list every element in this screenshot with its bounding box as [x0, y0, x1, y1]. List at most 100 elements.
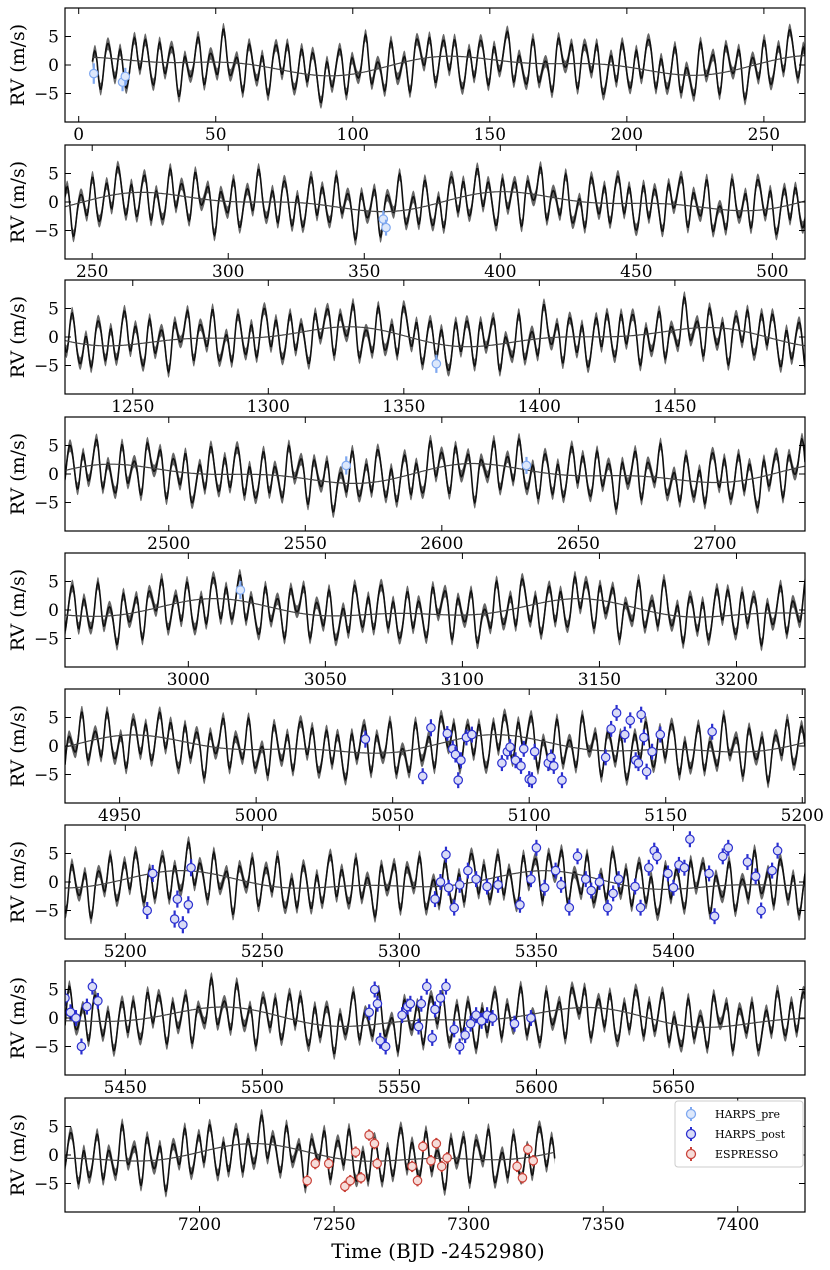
rv-point [497, 758, 507, 768]
x-tick-label: 1300 [247, 397, 290, 417]
x-axis-title: Time (BJD -2452980) [331, 1239, 544, 1263]
y-tick-label: 0 [48, 56, 59, 76]
legend-entry-harps-post: HARPS_post [685, 1127, 786, 1141]
x-tick-label: 7400 [716, 1215, 759, 1235]
trend-line [65, 191, 805, 213]
x-tick-label: 3100 [441, 670, 484, 690]
panel-5: 5 0 −5 3000 3050 3100 3150 3200 RV (m/s) [7, 552, 806, 690]
rv-point [594, 877, 605, 887]
x-tick-label: 450 [620, 262, 652, 282]
y-axis-label: RV (m/s) [7, 296, 29, 378]
rv-point [345, 1175, 356, 1186]
rv-point [531, 842, 542, 853]
rv-point [441, 981, 451, 992]
legend-label-harps-post: HARPS_post [715, 1128, 786, 1141]
rv-point [421, 981, 432, 992]
y-tick-label: −5 [34, 494, 59, 514]
rv-point [427, 1033, 438, 1043]
rv-point [443, 882, 454, 893]
y-tick-label: 0 [48, 193, 59, 213]
y-tick-label: −5 [34, 357, 59, 377]
panel-9: 5 0 −5 7200 7250 7300 7350 7400 RV (m/s) [7, 1097, 806, 1235]
legend: HARPS_pre HARPS_post ESPRESSO [674, 1100, 804, 1168]
rv-point [372, 998, 383, 1009]
plot-area [65, 831, 805, 934]
rv-point [709, 911, 720, 921]
rv-point [453, 775, 464, 785]
x-tick-label: 4950 [98, 806, 141, 826]
rv-point [639, 732, 649, 743]
rv-point [364, 1007, 375, 1018]
y-tick-label: −5 [34, 222, 59, 242]
plot-area [65, 971, 805, 1060]
rv-point [518, 744, 529, 754]
panel-3: 5 0 −5 1250 1300 1350 1400 1450 RV (m/s) [7, 279, 806, 417]
rv-point [426, 1155, 436, 1166]
y-tick-label: −5 [34, 766, 59, 786]
rv-point [704, 868, 714, 879]
y-tick-label: 5 [48, 981, 59, 1001]
rv-point [756, 905, 766, 916]
rv-point [460, 1030, 470, 1040]
x-tick-label: 350 [348, 262, 380, 282]
rv-point [685, 834, 695, 845]
x-tick-label: 5050 [371, 806, 414, 826]
model-line [91, 28, 805, 104]
x-tick-label: 5200 [104, 942, 147, 962]
rv-point [381, 222, 391, 233]
rv-point [647, 746, 657, 757]
rv-point [456, 755, 466, 766]
rv-point [619, 729, 630, 740]
panel-2: 5 0 −5 250 300 350 400 450 500 RV (m/s) [7, 144, 806, 282]
rv-point [431, 358, 442, 369]
x-tick-label: 5150 [644, 806, 687, 826]
rv-point [471, 874, 481, 884]
y-tick-label: 5 [48, 1118, 59, 1138]
trend-line [92, 55, 805, 77]
rv-point [750, 871, 761, 882]
y-tick-label: −5 [34, 630, 59, 650]
x-tick-label: 7200 [178, 1215, 221, 1235]
rv-point [471, 1010, 481, 1020]
rv-point [323, 1158, 334, 1169]
rv-point [435, 877, 446, 887]
rv-point [523, 1144, 533, 1155]
y-axis-label: RV (m/s) [7, 24, 29, 106]
x-tick-label: 5550 [378, 1078, 421, 1098]
rv-point [120, 71, 131, 82]
x-tick-label: 3150 [578, 670, 621, 690]
rv-point [467, 729, 477, 740]
rv-point [767, 865, 777, 876]
panel-6: 5 0 −5 4950 5000 5050 5100 5150 5200 RV (m/s) [7, 688, 824, 826]
rv-point [572, 851, 583, 862]
rv-point [431, 1138, 442, 1149]
rv-point [405, 998, 416, 1009]
rv-point [82, 1001, 92, 1012]
rv-point [310, 1158, 321, 1169]
plot-area [65, 569, 805, 652]
rv-point [643, 862, 654, 873]
rv-point [340, 1181, 350, 1192]
rv-point [71, 1013, 81, 1023]
x-tick-label: 150 [474, 125, 506, 145]
x-tick-label: 1450 [653, 397, 696, 417]
x-tick-label: 2500 [147, 534, 190, 554]
legend-frame [674, 1100, 804, 1168]
panel-8: 5 0 −5 5450 5500 5550 5600 5650 RV (m/s) [7, 960, 806, 1098]
model-line [65, 574, 805, 648]
rv-point [375, 1036, 385, 1046]
y-tick-label: 5 [48, 300, 59, 320]
panel-frame [64, 7, 806, 123]
rv-point [65, 993, 70, 1003]
rv-point [172, 894, 183, 904]
rv-point [556, 880, 566, 890]
x-tick-label: 1250 [111, 397, 154, 417]
rv-point [625, 715, 636, 726]
rv-point [510, 755, 521, 766]
x-tick-label: 2650 [557, 534, 600, 554]
rv-point [235, 585, 246, 595]
y-tick-label: 0 [48, 737, 59, 757]
rv-point [707, 726, 717, 737]
